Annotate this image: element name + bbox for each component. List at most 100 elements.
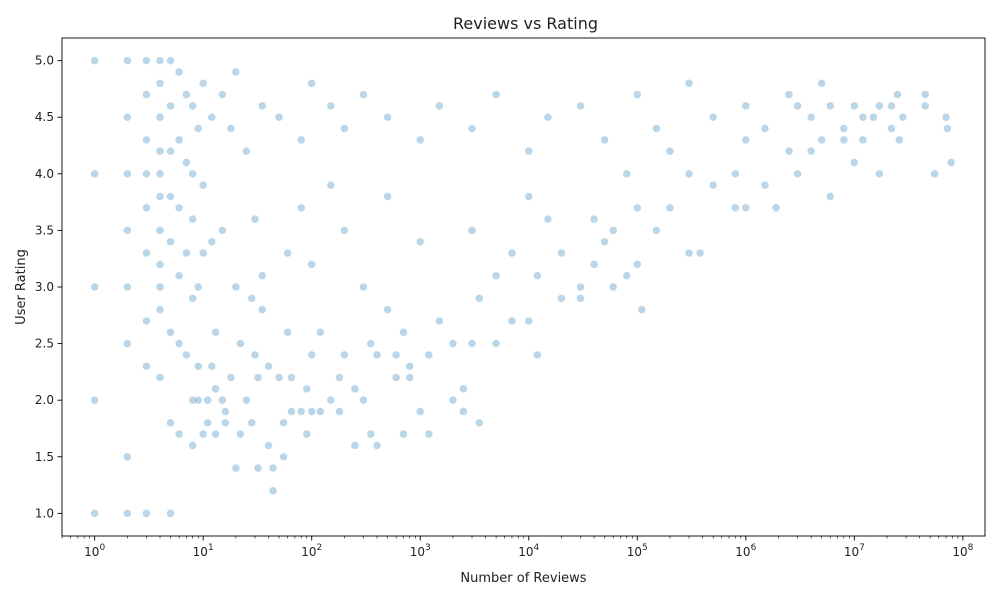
data-point	[231, 463, 241, 473]
y-axis-label: User Rating	[14, 249, 29, 325]
data-point	[142, 316, 151, 326]
data-point	[155, 260, 165, 269]
data-point	[193, 395, 203, 405]
data-point	[533, 271, 542, 280]
x-tick-label: 100	[84, 543, 105, 559]
data-point	[142, 90, 151, 99]
data-point	[684, 78, 694, 88]
data-point	[793, 169, 802, 179]
data-point	[543, 112, 553, 122]
data-point	[188, 169, 197, 179]
data-point	[155, 112, 165, 122]
y-tick-label: 4.0	[35, 167, 54, 181]
data-point	[236, 339, 245, 348]
data-point	[359, 90, 368, 99]
data-point	[257, 101, 267, 111]
data-point	[296, 407, 306, 416]
data-point	[203, 418, 212, 428]
data-point	[576, 101, 585, 111]
x-tick-label: 104	[518, 543, 539, 559]
data-point	[467, 226, 477, 235]
data-point	[491, 90, 501, 99]
data-point	[637, 305, 647, 314]
data-point	[507, 248, 517, 258]
data-point	[326, 101, 336, 111]
data-point	[182, 248, 191, 258]
data-point	[203, 395, 212, 405]
data-point	[524, 316, 534, 326]
x-tick-label: 102	[301, 543, 322, 559]
data-point	[155, 146, 165, 156]
data-point	[391, 373, 401, 382]
data-point	[415, 407, 425, 416]
data-point	[142, 135, 151, 145]
data-point	[600, 135, 609, 145]
data-point	[806, 112, 816, 122]
data-point	[665, 146, 675, 156]
data-point	[198, 78, 208, 88]
data-point	[250, 214, 260, 224]
data-point	[391, 350, 401, 360]
data-point	[155, 282, 165, 292]
data-point	[930, 169, 939, 179]
data-point	[576, 282, 585, 292]
data-point	[943, 124, 952, 133]
data-point	[415, 237, 425, 247]
data-point	[316, 327, 325, 337]
data-point	[600, 237, 609, 247]
data-point	[869, 112, 878, 122]
data-point	[898, 112, 908, 122]
data-point	[211, 429, 220, 439]
data-point	[90, 169, 99, 179]
data-point	[174, 429, 184, 439]
data-point	[435, 101, 444, 111]
data-point	[250, 350, 260, 360]
data-point	[730, 169, 740, 179]
data-point	[264, 441, 273, 450]
data-point	[166, 509, 175, 518]
data-point	[524, 146, 534, 156]
data-point	[90, 509, 99, 518]
y-tick-label: 3.5	[35, 223, 54, 237]
y-tick-label: 1.5	[35, 450, 54, 464]
data-point	[543, 214, 553, 224]
data-point	[793, 101, 802, 111]
data-point	[90, 56, 99, 65]
data-point	[155, 56, 165, 65]
data-point	[474, 418, 484, 428]
data-point	[142, 169, 151, 179]
data-point	[741, 135, 751, 145]
data-point	[684, 169, 694, 179]
data-point	[920, 90, 930, 99]
data-point	[123, 339, 132, 348]
data-point	[524, 192, 534, 201]
data-point	[316, 407, 325, 416]
data-point	[166, 56, 175, 65]
data-point	[825, 101, 835, 111]
y-tick-label: 2.5	[35, 337, 54, 351]
data-point	[188, 294, 197, 303]
data-point	[218, 395, 227, 405]
data-point	[90, 282, 99, 292]
y-tick-label: 3.0	[35, 280, 54, 294]
data-point	[182, 350, 191, 360]
data-point	[459, 407, 468, 416]
data-point	[372, 441, 382, 450]
data-point	[632, 260, 642, 269]
data-point	[242, 395, 251, 405]
data-point	[887, 101, 896, 111]
data-point	[467, 339, 477, 348]
data-point	[193, 361, 203, 371]
data-point	[188, 441, 197, 450]
x-tick-label: 106	[735, 543, 756, 559]
data-point	[218, 90, 227, 99]
data-point	[467, 124, 477, 133]
data-point	[287, 373, 296, 382]
data-point	[268, 463, 278, 473]
data-point	[839, 135, 849, 145]
data-point	[123, 452, 132, 462]
data-point	[632, 203, 642, 213]
data-point	[188, 101, 197, 111]
data-point	[448, 339, 458, 348]
